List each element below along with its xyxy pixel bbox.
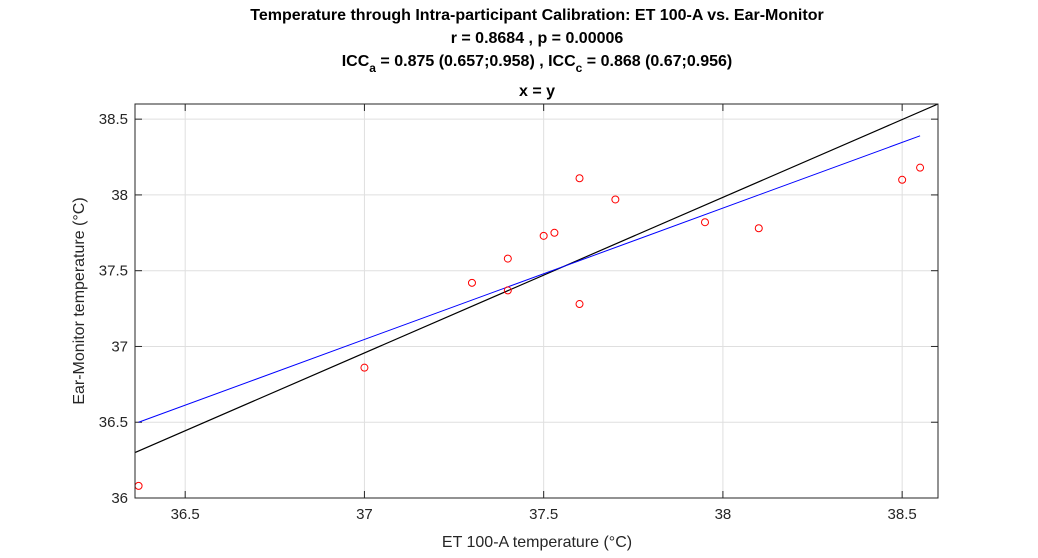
x-tick-label: 37.5 [529,506,558,523]
chart-title-icc-line: ICCa = 0.875 (0.657;0.958) , ICCc = 0.86… [342,53,733,75]
data-point [135,481,143,490]
icc-a-prefix: ICC [342,53,370,70]
data-point [611,195,620,204]
icc-c-subscript: c [576,61,583,75]
data-point [898,175,907,184]
x-tick-label: 38.5 [888,506,917,523]
y-tick-label: 38.5 [99,111,128,128]
axis-ticks [135,104,938,499]
data-point [360,363,369,372]
y-tick-label: 37.5 [99,263,128,280]
regression-fit-line [138,135,921,423]
y-axis-label: Ear-Monitor temperature (°C) [71,197,88,404]
y-tick-labels: 36 36.5 37 37.5 38 38.5 [99,111,128,507]
chart-subtitle: x = y [519,83,555,100]
y-tick-label: 36 [111,490,128,507]
data-point [503,286,512,295]
data-point [550,228,559,237]
icc-a-value: = 0.875 (0.657;0.958) , [376,53,548,70]
plot-area-frame [134,103,939,499]
grid-lines [135,104,938,499]
y-tick-label: 37 [111,338,128,355]
x-axis-label: ET 100-A temperature (°C) [442,534,632,551]
data-point [575,174,584,183]
x-tick-label: 36.5 [171,506,200,523]
x-tick-labels: 36.5 37 37.5 38 38.5 [171,506,917,523]
icc-c-prefix: ICC [548,53,576,70]
data-point [754,224,763,233]
icc-c-value: = 0.868 (0.67;0.956) [582,53,732,70]
y-tick-label: 38 [111,187,128,204]
x-tick-label: 37 [356,506,373,523]
x-tick-label: 38 [715,506,732,523]
identity-line [135,104,938,454]
data-point [503,254,512,263]
chart-title-line-2: r = 0.8684 , p = 0.00006 [451,30,624,47]
data-points [135,163,925,490]
icc-a-subscript: a [369,61,376,75]
data-point [539,231,548,240]
y-tick-label: 36.5 [99,414,128,431]
chart-title-line-1: Temperature through Intra-participant Ca… [250,7,823,24]
data-point [467,278,476,287]
data-point [916,163,925,172]
data-point [700,218,709,227]
data-point [575,300,584,309]
